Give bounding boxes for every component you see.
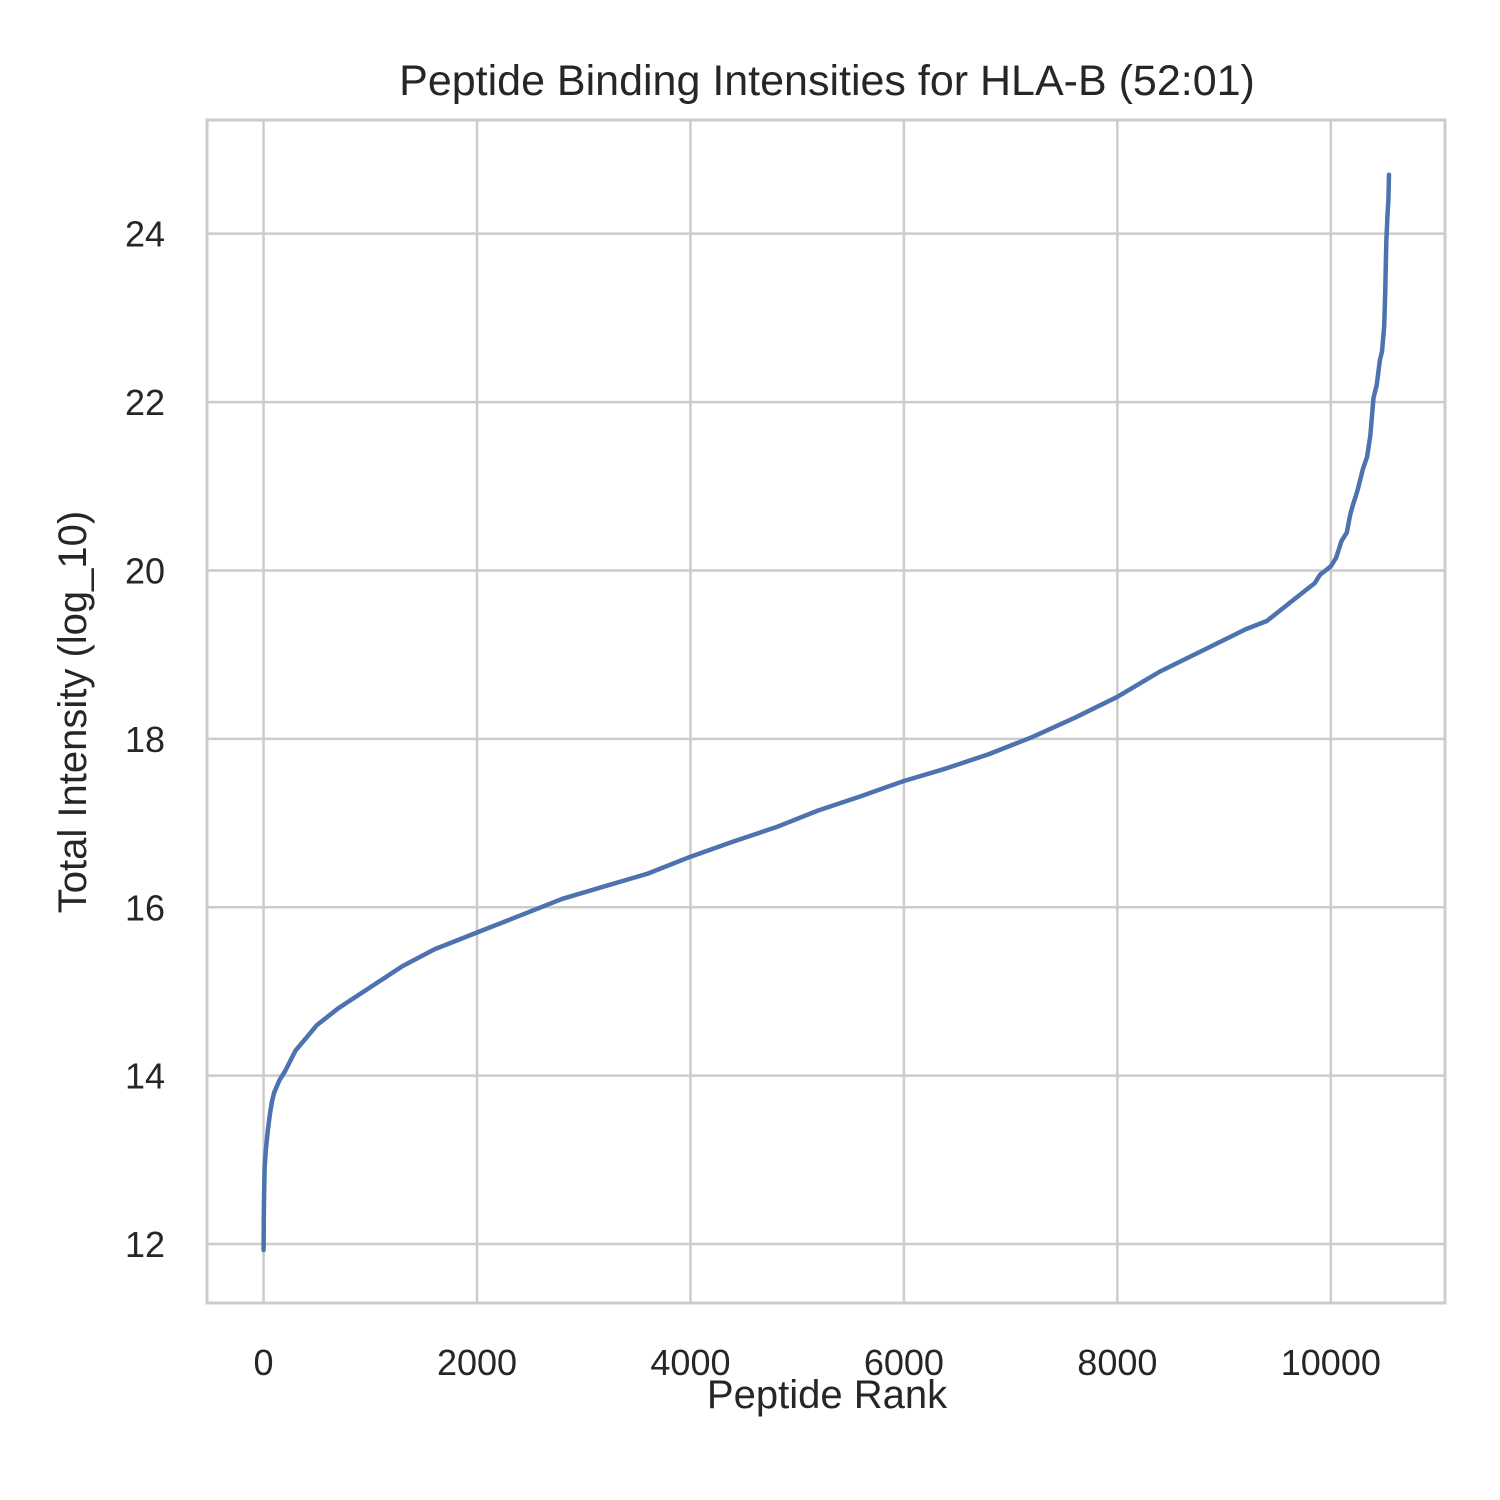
y-tick-label: 14 — [125, 1056, 165, 1097]
y-tick-label: 12 — [125, 1224, 165, 1265]
plot-frame — [205, 118, 1447, 1305]
x-tick-label: 8000 — [1077, 1342, 1157, 1383]
series-group — [261, 172, 1392, 1253]
series-line — [261, 172, 1392, 1253]
y-tick-label: 20 — [125, 550, 165, 591]
x-tick-label: 0 — [254, 1342, 274, 1383]
y-axis-label: Total Intensity (log_10) — [51, 511, 95, 913]
x-tick-label: 2000 — [437, 1342, 517, 1383]
x-axis-label: Peptide Rank — [707, 1373, 948, 1417]
y-tick-label: 22 — [125, 382, 165, 423]
x-tick-label: 10000 — [1281, 1342, 1381, 1383]
x-tick-label: 4000 — [650, 1342, 730, 1383]
chart-title: Peptide Binding Intensities for HLA-B (5… — [399, 57, 1255, 105]
y-tick-label: 18 — [125, 719, 165, 760]
y-tick-label: 16 — [125, 887, 165, 928]
grid — [207, 120, 1445, 1303]
ticks: 0 2000 4000 6000 8000 10000 12 14 16 18 20 22 24 — [125, 214, 1381, 1383]
x-tick-label: 6000 — [864, 1342, 944, 1383]
y-tick-label: 24 — [125, 214, 165, 255]
